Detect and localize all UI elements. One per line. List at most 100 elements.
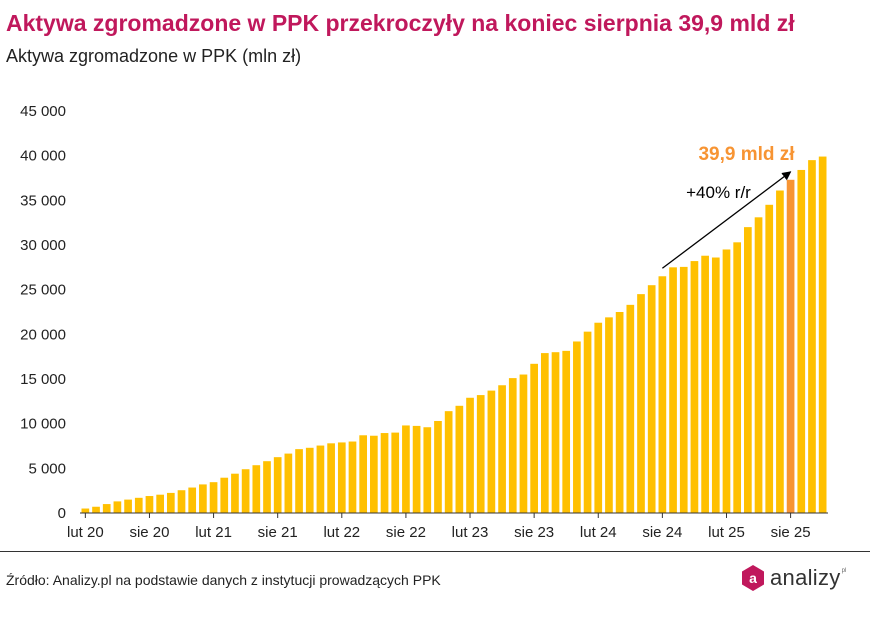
bar [295, 449, 303, 513]
bar [209, 482, 218, 513]
bar [252, 465, 261, 513]
bar [188, 487, 197, 513]
bar [711, 257, 720, 513]
bar-chart: 0 5 000 10 000 15 000 20 000 25 000 30 000 35 0… [20, 103, 828, 541]
bar [231, 473, 239, 513]
bar [594, 322, 603, 513]
bar [722, 249, 731, 513]
y-tick-label: 20 000 [20, 326, 66, 343]
bar [701, 255, 709, 513]
bar [220, 477, 229, 513]
analizy-logo-icon: a [742, 565, 764, 591]
bar [359, 435, 368, 513]
y-tick-label: 5 000 [28, 460, 66, 477]
y-tick-label: 45 000 [20, 103, 66, 120]
y-tick-label: 25 000 [20, 282, 66, 299]
logo-tm: pl [841, 568, 847, 574]
x-tick-label: sie 20 [129, 524, 169, 541]
y-tick-label: 0 [58, 505, 66, 522]
bar [305, 447, 314, 513]
x-tick-label: lut 21 [195, 524, 232, 541]
x-tick-label: sie 22 [386, 524, 426, 541]
bar [134, 497, 143, 513]
y-tick-label: 30 000 [20, 237, 66, 254]
bar [551, 352, 560, 513]
bar [102, 504, 111, 513]
bar [423, 427, 432, 513]
bar [498, 385, 506, 513]
bar [776, 190, 784, 513]
y-tick-label: 40 000 [20, 148, 66, 165]
bar [199, 484, 207, 513]
growth-arrow [661, 171, 792, 269]
bar [637, 294, 645, 513]
bar [744, 227, 752, 513]
bar [370, 435, 378, 513]
bar [241, 469, 250, 513]
y-tick-label: 10 000 [20, 416, 66, 433]
bar [124, 499, 132, 513]
bar [605, 317, 613, 513]
bar [327, 443, 335, 513]
x-tick-label: lut 20 [67, 524, 104, 541]
bar [466, 397, 474, 513]
bar [113, 501, 122, 513]
bar [316, 445, 325, 513]
x-tick-label: lut 25 [708, 524, 745, 541]
bar [583, 331, 592, 513]
bar [540, 353, 549, 513]
x-tick-label: lut 22 [323, 524, 360, 541]
bar [444, 411, 453, 513]
bar [626, 304, 635, 513]
y-tick-label: 15 000 [20, 371, 66, 388]
bar [797, 169, 806, 513]
bar [647, 285, 656, 513]
bar [380, 433, 389, 513]
bar [733, 242, 742, 513]
y-tick-label: 35 000 [20, 192, 66, 209]
bar [273, 457, 282, 513]
bar-highlight [786, 179, 795, 513]
bar [284, 453, 293, 513]
x-tick-label: sie 23 [514, 524, 554, 541]
annotations-group: +40% r/r 39,9 mld zł [661, 144, 795, 269]
chart-subtitle: Aktywa zgromadzone w PPK (mln zł) [6, 46, 302, 66]
bar [455, 405, 464, 513]
bar [145, 496, 154, 513]
bar [690, 261, 699, 513]
logo-text: analizy [770, 565, 841, 590]
bar [166, 492, 175, 513]
bars-group [81, 156, 827, 514]
bar [412, 425, 421, 513]
bar [348, 441, 357, 513]
bar [615, 312, 624, 513]
bar [81, 508, 90, 513]
source-note: Źródło: Analizy.pl na podstawie danych z… [6, 572, 441, 588]
brand-logo: a analizy pl [740, 564, 846, 592]
bar [679, 266, 688, 513]
bar [530, 363, 538, 513]
bar [156, 494, 164, 513]
bar [487, 390, 496, 513]
bar [818, 156, 827, 513]
x-tick-label: sie 21 [258, 524, 298, 541]
growth-annotation-label: +40% r/r [686, 183, 751, 202]
bar [508, 378, 517, 513]
bar [808, 160, 816, 513]
bar [658, 276, 667, 513]
y-axis: 0 5 000 10 000 15 000 20 000 25 000 30 000 35 0… [20, 103, 66, 522]
bar [765, 204, 774, 514]
svg-text:a: a [749, 570, 757, 586]
final-value-label: 39,9 mld zł [698, 144, 795, 165]
bar [754, 217, 763, 513]
bar [92, 506, 100, 513]
bar [402, 425, 410, 513]
bar [562, 350, 571, 513]
bar [669, 267, 677, 513]
bar [573, 341, 581, 513]
bar [519, 374, 528, 513]
bar [263, 461, 271, 513]
x-tick-label: lut 24 [580, 524, 617, 541]
x-axis: lut 20 sie 20 lut 21 sie 21 lut 22 sie 22 lut … [67, 512, 828, 541]
bar [434, 420, 442, 513]
